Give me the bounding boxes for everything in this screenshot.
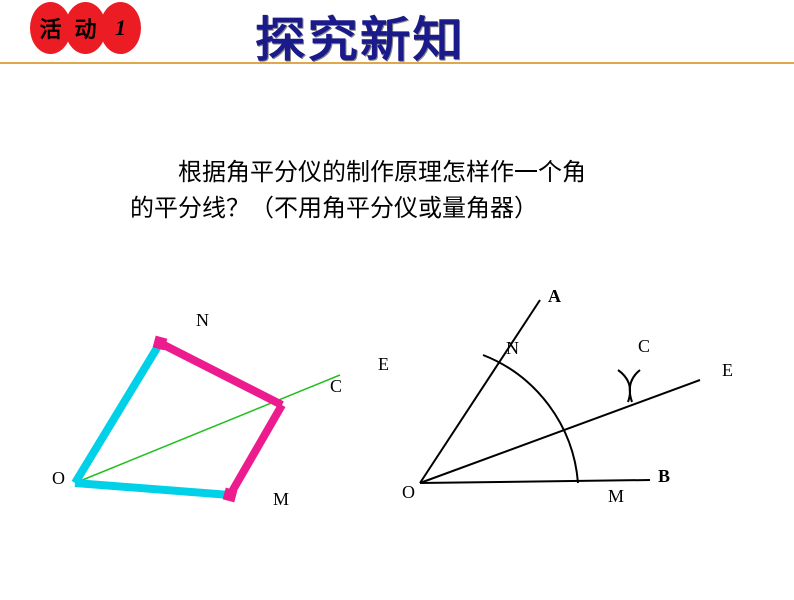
d1-label-N: N xyxy=(196,310,209,331)
d1-label-C: C xyxy=(330,376,342,397)
d2-label-N: N xyxy=(506,338,519,359)
d1-label-M: M xyxy=(273,489,289,510)
d2-label-M: M xyxy=(608,486,624,507)
diagram-2 xyxy=(400,290,720,520)
d2-label-A: A xyxy=(548,286,561,307)
activity-badge: 活 动 1 xyxy=(30,2,141,54)
header: 活 动 1 探究新知 xyxy=(0,0,794,70)
page-title: 探究新知 xyxy=(255,0,465,70)
d1-label-E: E xyxy=(378,354,389,375)
oval-3: 1 xyxy=(100,2,141,54)
diagram-area: N E C O M A N C E O M B xyxy=(0,280,794,600)
d2-label-B: B xyxy=(658,466,670,487)
d1-label-O: O xyxy=(52,468,65,489)
horizontal-rule xyxy=(0,62,794,64)
d2-label-E: E xyxy=(722,360,733,381)
d2-label-C: C xyxy=(638,336,650,357)
diagram-1 xyxy=(60,300,360,520)
question-line1: 根据角平分仪的制作原理怎样作一个角 xyxy=(178,160,586,186)
d2-label-O: O xyxy=(402,482,415,503)
question-line2: 的平分线？（不用角平分仪或量角器） xyxy=(130,196,538,222)
oval-2-text: 动 xyxy=(74,12,96,44)
question-text: 根据角平分仪的制作原理怎样作一个角 的平分线？（不用角平分仪或量角器） xyxy=(130,155,670,227)
oval-1-text: 活 xyxy=(39,12,61,44)
oval-3-text: 1 xyxy=(115,15,126,41)
